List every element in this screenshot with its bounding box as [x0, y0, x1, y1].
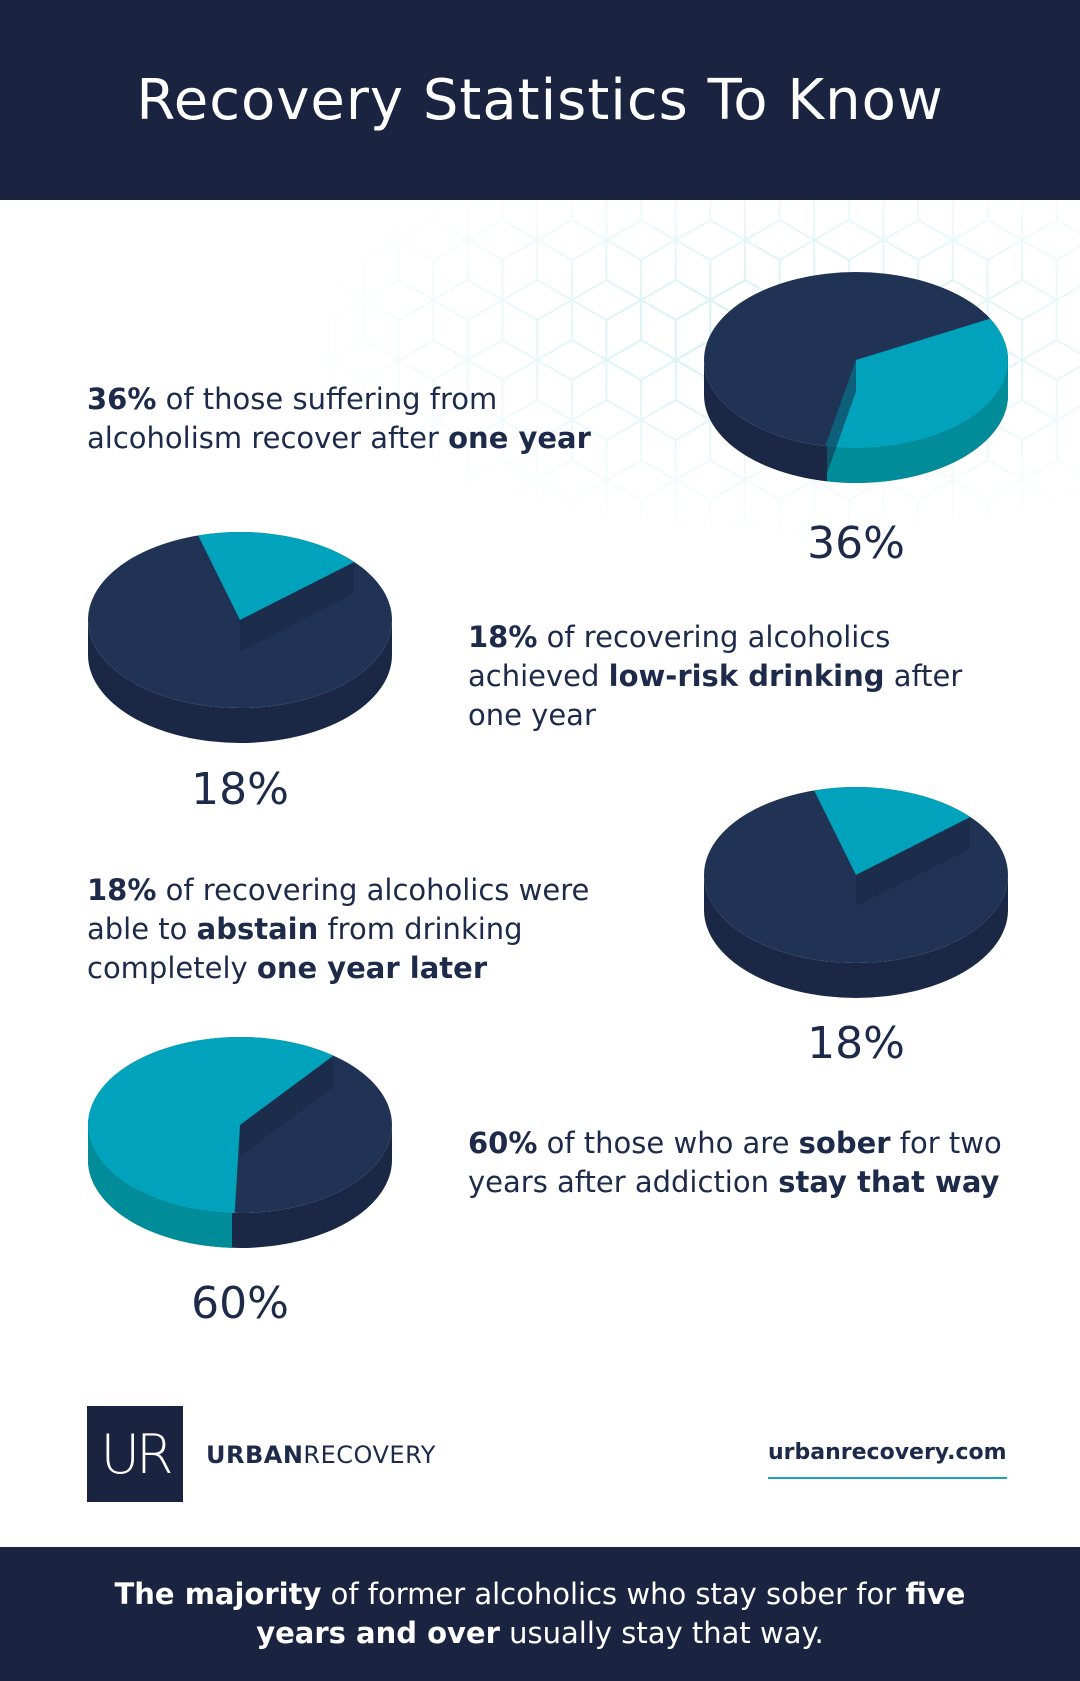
- pie-chart-2: [88, 532, 392, 743]
- emphasis-text: abstain: [196, 912, 319, 946]
- pie-accent-slice: [88, 1037, 334, 1213]
- percent-label-1: 36%: [807, 518, 905, 569]
- emphasis-text: 18%: [468, 620, 538, 654]
- percent-label-4: 60%: [191, 1278, 289, 1329]
- body-text: usually stay that way.: [499, 1616, 824, 1650]
- emphasis-text: 60%: [468, 1126, 538, 1160]
- emphasis-text: sober: [798, 1126, 891, 1160]
- emphasis-text: one year: [448, 421, 591, 455]
- emphasis-text: stay that way: [778, 1165, 1000, 1199]
- stat-text-2: 18% of recovering alcoholics achieved lo…: [468, 618, 1008, 735]
- body-text: of those who are: [537, 1126, 799, 1160]
- emphasis-text: one year later: [256, 951, 488, 985]
- urban-recovery-logo: UR: [87, 1406, 183, 1502]
- percent-label-2: 18%: [191, 764, 289, 815]
- stat-text-3: 18% of recovering alcoholics were able t…: [87, 871, 647, 988]
- brand-name-bold: URBAN: [206, 1441, 304, 1469]
- pie-accent-side: [88, 1125, 233, 1248]
- emphasis-text: 18%: [87, 873, 157, 907]
- emphasis-text: 36%: [87, 382, 157, 416]
- page-title: Recovery Statistics To Know: [136, 67, 944, 133]
- brand-name-regular: RECOVERY: [303, 1441, 436, 1469]
- stat-text-4: 60% of those who are sober for two years…: [468, 1124, 1028, 1202]
- pie-slice-edge: [856, 817, 971, 907]
- pie-accent-slice: [825, 318, 1008, 448]
- pie-chart-3: [704, 787, 1008, 998]
- pie-slice-edge: [825, 360, 856, 478]
- footer-text: The majority of former alcoholics who st…: [70, 1575, 1010, 1653]
- pie-accent-slice: [198, 532, 355, 620]
- pie-chart-1: [704, 272, 1008, 483]
- body-text: of those suffering from alcoholism recov…: [87, 382, 498, 455]
- pie-side: [88, 620, 392, 743]
- body-text: of former alcoholics who stay sober for: [321, 1577, 906, 1611]
- emphasis-text: five years and over: [256, 1577, 966, 1650]
- pie-slice-edge: [240, 1055, 334, 1157]
- body-text: from drinking completely: [87, 912, 523, 985]
- body-text: of recovering alcoholics were able to: [87, 873, 590, 946]
- body-text: after one year: [468, 659, 963, 732]
- percent-label-3: 18%: [807, 1018, 905, 1069]
- pie-slice-edge: [240, 562, 355, 652]
- body-text: of recovering alcoholics achieved: [468, 620, 891, 693]
- emphasis-text: The majority: [114, 1577, 322, 1611]
- logo-letters: UR: [100, 1422, 173, 1486]
- body-text: for two years after addiction: [468, 1126, 1002, 1199]
- header-banner: Recovery Statistics To Know: [0, 0, 1080, 200]
- pie-chart-4: [88, 1037, 392, 1248]
- website-link[interactable]: urbanrecovery.com: [768, 1440, 1007, 1479]
- footer-banner: The majority of former alcoholics who st…: [0, 1547, 1080, 1681]
- stat-text-1: 36% of those suffering from alcoholism r…: [87, 380, 647, 458]
- pie-accent-side: [826, 360, 1008, 483]
- pie-side: [704, 875, 1008, 998]
- pie-accent-slice: [814, 787, 971, 875]
- emphasis-text: low-risk drinking: [608, 659, 885, 693]
- brand-name: URBANRECOVERY: [206, 1441, 436, 1469]
